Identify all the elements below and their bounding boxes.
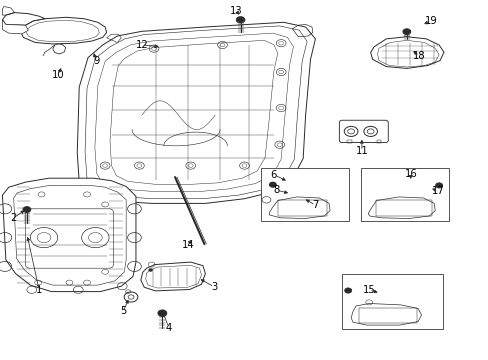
- Bar: [376, 140, 381, 143]
- Text: 3: 3: [211, 282, 217, 292]
- Bar: [375, 200, 431, 216]
- Polygon shape: [141, 262, 205, 291]
- Text: 16: 16: [404, 168, 416, 179]
- Text: 12: 12: [135, 40, 148, 50]
- FancyBboxPatch shape: [339, 120, 387, 143]
- Bar: [342, 274, 442, 329]
- Text: 14: 14: [181, 240, 194, 250]
- Circle shape: [344, 288, 351, 293]
- Text: 17: 17: [431, 186, 444, 196]
- Circle shape: [158, 310, 166, 316]
- Polygon shape: [2, 178, 136, 292]
- Circle shape: [269, 182, 276, 187]
- Text: 9: 9: [93, 56, 100, 66]
- Text: 10: 10: [51, 70, 64, 80]
- Polygon shape: [370, 37, 443, 68]
- Text: 7: 7: [311, 200, 318, 210]
- Bar: [360, 168, 448, 221]
- Circle shape: [402, 29, 410, 35]
- Bar: [277, 200, 326, 216]
- Text: 4: 4: [165, 323, 171, 333]
- Bar: [260, 168, 348, 221]
- Text: 13: 13: [230, 6, 243, 16]
- Polygon shape: [77, 22, 315, 203]
- Polygon shape: [53, 44, 65, 54]
- Polygon shape: [2, 20, 28, 34]
- Circle shape: [435, 183, 442, 188]
- Bar: [346, 140, 351, 143]
- Text: 5: 5: [120, 306, 126, 316]
- Text: 11: 11: [355, 146, 367, 156]
- Polygon shape: [2, 13, 45, 25]
- Text: 15: 15: [362, 285, 375, 295]
- Text: 2: 2: [10, 213, 17, 223]
- Text: 19: 19: [424, 16, 437, 26]
- Text: 18: 18: [412, 51, 425, 61]
- Circle shape: [23, 207, 31, 212]
- Text: 8: 8: [273, 185, 279, 195]
- Polygon shape: [20, 17, 106, 44]
- Circle shape: [236, 17, 244, 23]
- Text: 6: 6: [270, 170, 277, 180]
- Bar: [359, 308, 416, 323]
- Text: 1: 1: [36, 285, 42, 295]
- Circle shape: [148, 269, 152, 271]
